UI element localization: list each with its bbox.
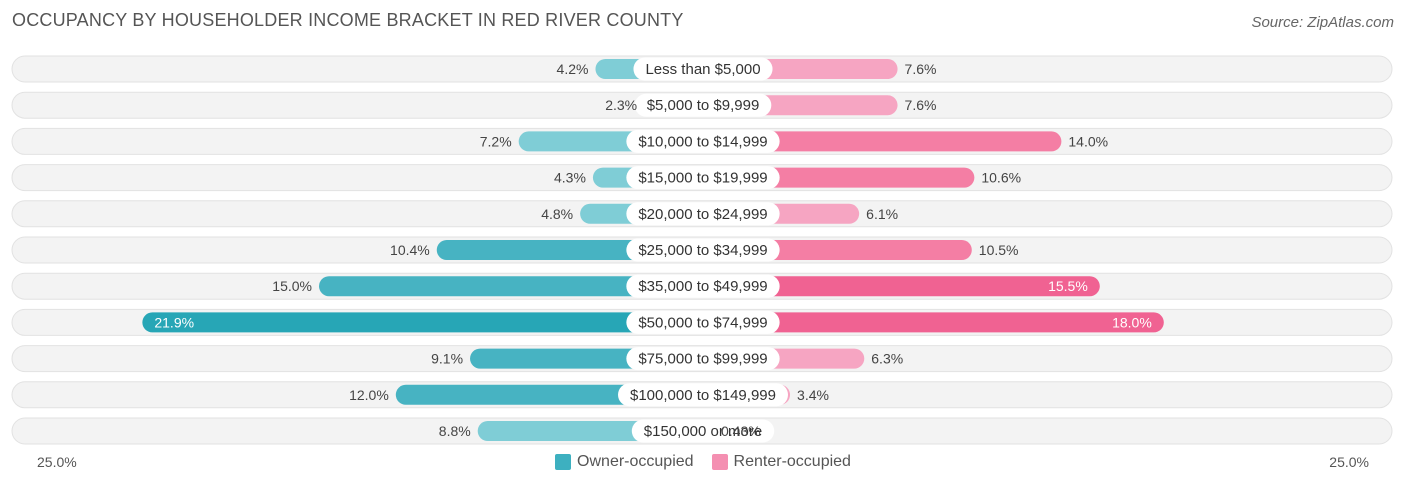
renter-bar bbox=[703, 131, 1062, 152]
category-label-pill bbox=[626, 310, 780, 334]
legend-owner: Owner-occupied bbox=[555, 453, 694, 471]
owner-value-label: 12.0% bbox=[349, 387, 389, 403]
renter-value-label: 6.1% bbox=[866, 206, 898, 222]
category-label: Less than $5,000 bbox=[645, 61, 760, 78]
legend-renter-swatch bbox=[711, 454, 728, 470]
renter-bar bbox=[703, 312, 1164, 333]
category-label: $20,000 to $24,999 bbox=[638, 206, 767, 223]
legend-owner-label: Owner-occupied bbox=[577, 453, 694, 470]
renter-value-label: 14.0% bbox=[1068, 133, 1108, 149]
legend: Owner-occupied Renter-occupied bbox=[0, 453, 1406, 471]
category-label-pill bbox=[618, 383, 788, 407]
renter-value-label: 7.6% bbox=[905, 61, 937, 77]
category-label: $100,000 to $149,999 bbox=[630, 387, 776, 404]
category-label-pill bbox=[631, 419, 775, 443]
owner-value-label: 4.2% bbox=[557, 61, 589, 77]
renter-value-label: 10.5% bbox=[979, 242, 1019, 258]
axis-min-label: 25.0% bbox=[37, 454, 77, 470]
category-label: $150,000 or more bbox=[644, 423, 762, 440]
renter-value-label: 3.4% bbox=[797, 387, 829, 403]
category-label-pill bbox=[626, 274, 780, 298]
legend-renter-label: Renter-occupied bbox=[733, 453, 851, 470]
owner-value-label: 4.8% bbox=[541, 206, 573, 222]
category-label: $5,000 to $9,999 bbox=[647, 97, 760, 114]
owner-value-label: 21.9% bbox=[154, 314, 194, 330]
renter-value-label: 10.6% bbox=[981, 170, 1021, 186]
category-label: $15,000 to $19,999 bbox=[638, 170, 767, 187]
category-label-pill bbox=[626, 129, 780, 153]
renter-bar bbox=[703, 276, 1100, 297]
legend-renter: Renter-occupied bbox=[711, 453, 851, 471]
renter-value-label: 0.43% bbox=[721, 423, 761, 439]
legend-owner-swatch bbox=[555, 454, 572, 470]
owner-bar bbox=[142, 312, 704, 333]
category-label: $50,000 to $74,999 bbox=[638, 314, 767, 331]
renter-value-label: 18.0% bbox=[1112, 314, 1152, 330]
category-label: $75,000 to $99,999 bbox=[638, 351, 767, 368]
owner-value-label: 4.3% bbox=[554, 170, 586, 186]
category-label-pill bbox=[626, 238, 780, 262]
renter-value-label: 6.3% bbox=[871, 351, 903, 367]
category-label: $25,000 to $34,999 bbox=[638, 242, 767, 259]
category-label-pill bbox=[626, 202, 780, 226]
category-label-pill bbox=[626, 347, 780, 371]
axis-max-label: 25.0% bbox=[1329, 454, 1369, 470]
owner-value-label: 7.2% bbox=[480, 133, 512, 149]
owner-value-label: 10.4% bbox=[390, 242, 430, 258]
category-label: $10,000 to $14,999 bbox=[638, 133, 767, 150]
category-label-pill bbox=[626, 166, 780, 190]
category-label-pill bbox=[634, 93, 772, 117]
source-label: Source: ZipAtlas.com bbox=[1251, 14, 1394, 31]
category-label-pill bbox=[633, 57, 773, 81]
chart-area: Less than $5,000 4.2% 7.6% $5,000 to $9,999… bbox=[11, 55, 1393, 445]
owner-value-label: 9.1% bbox=[431, 351, 463, 367]
renter-value-label: 15.5% bbox=[1048, 278, 1088, 294]
owner-value-label: 15.0% bbox=[272, 278, 312, 294]
owner-bar bbox=[319, 276, 703, 297]
renter-value-label: 7.6% bbox=[905, 97, 937, 113]
category-label: $35,000 to $49,999 bbox=[638, 278, 767, 295]
owner-value-label: 8.8% bbox=[439, 423, 471, 439]
chart-title: OCCUPANCY BY HOUSEHOLDER INCOME BRACKET … bbox=[12, 10, 684, 30]
owner-value-label: 2.3% bbox=[605, 97, 637, 113]
